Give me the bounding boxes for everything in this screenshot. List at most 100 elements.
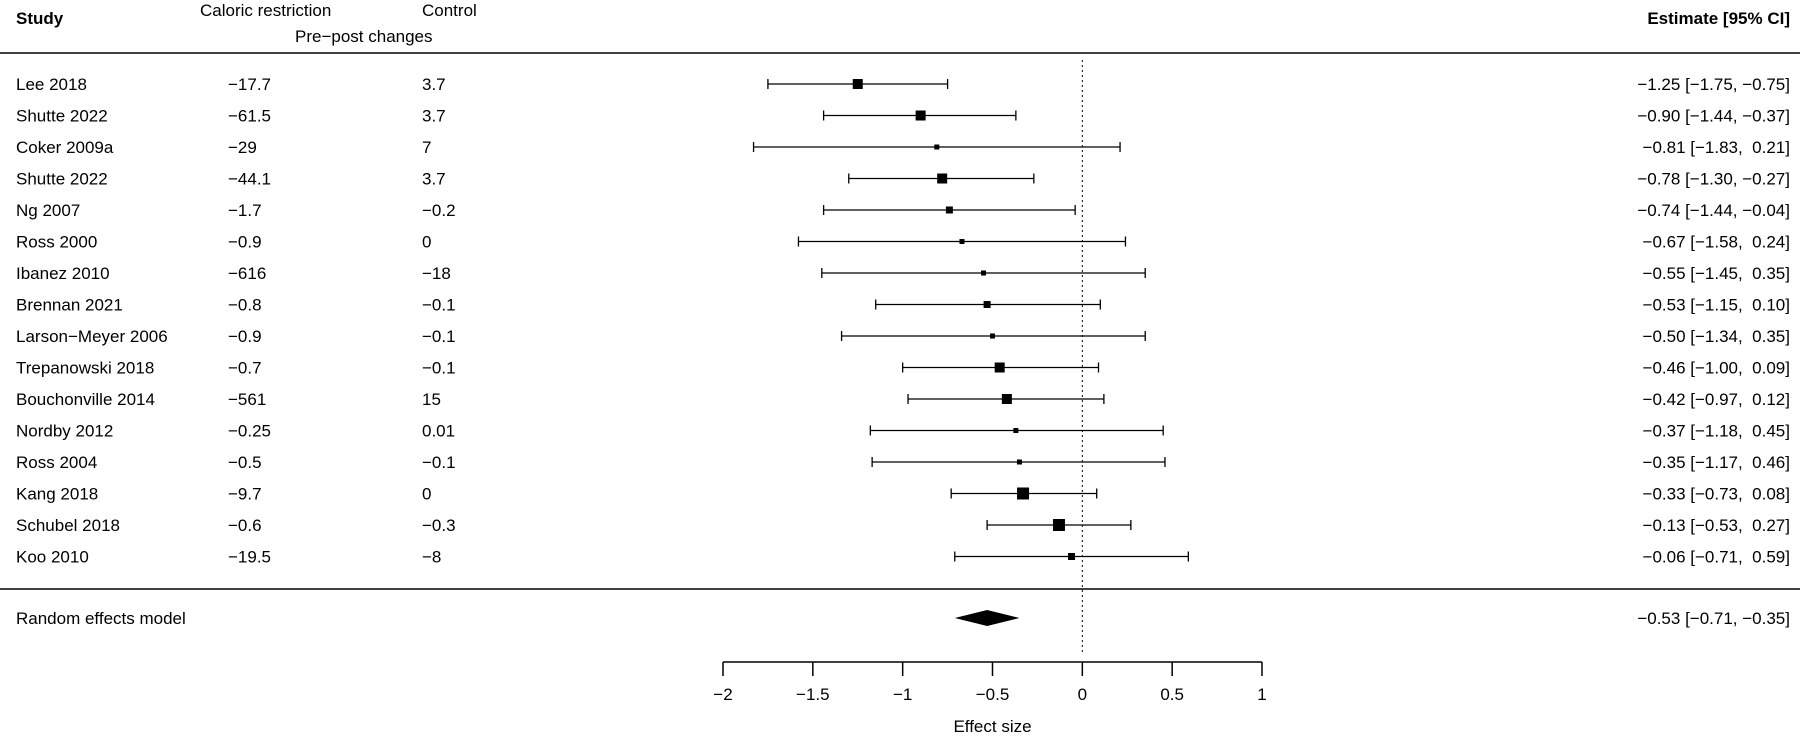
study-name: Ng 2007: [16, 201, 80, 220]
point-estimate-square: [915, 110, 926, 121]
estimate-label: −0.53 [−1.15, 0.10]: [1643, 296, 1790, 315]
control-value: 0: [422, 485, 431, 504]
caloric-restriction-value: −0.25: [228, 422, 271, 441]
study-name: Larson−Meyer 2006: [16, 327, 168, 346]
caloric-restriction-value: −19.5: [228, 548, 271, 567]
caloric-restriction-value: −0.5: [228, 453, 262, 472]
study-name: Schubel 2018: [16, 516, 120, 535]
point-estimate-square: [1016, 459, 1022, 465]
control-value: −8: [422, 548, 441, 567]
caloric-restriction-value: −616: [228, 264, 266, 283]
point-estimate-square: [1052, 519, 1065, 531]
study-name: Trepanowski 2018: [16, 359, 154, 378]
study-name: Ross 2000: [16, 233, 97, 252]
point-estimate-square: [981, 270, 987, 276]
control-value: −18: [422, 264, 451, 283]
study-name: Nordby 2012: [16, 422, 113, 441]
estimate-label: −0.06 [−0.71, 0.59]: [1643, 548, 1790, 567]
study-name: Brennan 2021: [16, 296, 123, 315]
point-estimate-square: [1068, 553, 1076, 560]
estimate-label: −0.35 [−1.17, 0.46]: [1643, 453, 1790, 472]
header-control: Control: [422, 1, 477, 20]
caloric-restriction-value: −0.9: [228, 327, 262, 346]
estimate-label: −0.55 [−1.45, 0.35]: [1643, 264, 1790, 283]
point-estimate-square: [983, 301, 991, 308]
control-value: 0: [422, 233, 431, 252]
control-value: −0.1: [422, 359, 456, 378]
estimate-label: −0.42 [−0.97, 0.12]: [1643, 390, 1790, 409]
point-estimate-square: [1001, 394, 1012, 404]
point-estimate-square: [934, 144, 940, 150]
control-value: −0.2: [422, 201, 456, 220]
estimate-label: −0.37 [−1.18, 0.45]: [1643, 422, 1790, 441]
pooled-estimate-label: −0.53 [−0.71, −0.35]: [1637, 609, 1790, 628]
study-name: Shutte 2022: [16, 170, 108, 189]
x-tick-label: −2: [713, 685, 732, 704]
control-value: 15: [422, 390, 441, 409]
caloric-restriction-value: −9.7: [228, 485, 262, 504]
control-value: −0.1: [422, 327, 456, 346]
estimate-label: −0.81 [−1.83, 0.21]: [1643, 138, 1790, 157]
caloric-restriction-value: −29: [228, 138, 257, 157]
header-pre-post-changes: Pre−post changes: [295, 27, 433, 46]
estimate-label: −0.74 [−1.44, −0.04]: [1637, 201, 1790, 220]
x-tick-label: −0.5: [976, 685, 1010, 704]
point-estimate-square: [945, 206, 953, 214]
control-value: 3.7: [422, 170, 446, 189]
study-name: Ross 2004: [16, 453, 97, 472]
control-value: −0.1: [422, 453, 456, 472]
study-name: Koo 2010: [16, 548, 89, 567]
estimate-label: −0.90 [−1.44, −0.37]: [1637, 107, 1790, 126]
point-estimate-square: [1017, 487, 1030, 500]
control-value: −0.3: [422, 516, 456, 535]
estimate-label: −0.13 [−0.53, 0.27]: [1643, 516, 1790, 535]
estimate-label: −1.25 [−1.75, −0.75]: [1637, 75, 1790, 94]
x-axis-label: Effect size: [953, 717, 1031, 736]
estimate-label: −0.78 [−1.30, −0.27]: [1637, 170, 1790, 189]
study-rows: Lee 2018 −17.7 3.7 −1.25 [−1.75, −0.75] Shut…: [16, 75, 1790, 567]
study-name: Shutte 2022: [16, 107, 108, 126]
point-estimate-square: [937, 173, 948, 184]
pooled-row: Random effects model −0.53 [−0.71, −0.35…: [16, 609, 1790, 628]
x-tick-label: 1: [1257, 685, 1266, 704]
caloric-restriction-value: −0.6: [228, 516, 262, 535]
study-name: Lee 2018: [16, 75, 87, 94]
caloric-restriction-value: −0.9: [228, 233, 262, 252]
x-tick-label: 0.5: [1160, 685, 1184, 704]
header-study: Study: [16, 9, 64, 28]
pooled-diamond: [954, 610, 1020, 626]
estimate-label: −0.50 [−1.34, 0.35]: [1643, 327, 1790, 346]
caloric-restriction-value: −1.7: [228, 201, 262, 220]
caloric-restriction-value: −44.1: [228, 170, 271, 189]
study-name: Bouchonville 2014: [16, 390, 155, 409]
caloric-restriction-value: −0.7: [228, 359, 262, 378]
caloric-restriction-value: −17.7: [228, 75, 271, 94]
x-tick-label: −1: [893, 685, 912, 704]
estimate-label: −0.67 [−1.58, 0.24]: [1643, 233, 1790, 252]
study-name: Kang 2018: [16, 485, 98, 504]
study-name: Coker 2009a: [16, 138, 114, 157]
point-estimate-square: [1013, 428, 1019, 433]
control-value: 3.7: [422, 75, 446, 94]
caloric-restriction-value: −561: [228, 390, 266, 409]
point-estimate-square: [990, 333, 995, 339]
control-value: 3.7: [422, 107, 446, 126]
control-value: 0.01: [422, 422, 455, 441]
x-tick-label: −1.5: [796, 685, 830, 704]
point-estimate-square: [852, 79, 863, 89]
caloric-restriction-value: −0.8: [228, 296, 262, 315]
control-value: 7: [422, 138, 431, 157]
pooled-label: Random effects model: [16, 609, 186, 628]
estimate-label: −0.33 [−0.73, 0.08]: [1643, 485, 1790, 504]
caloric-restriction-value: −61.5: [228, 107, 271, 126]
point-estimate-square: [959, 239, 965, 244]
header-caloric-restriction: Caloric restriction: [200, 1, 331, 20]
control-value: −0.1: [422, 296, 456, 315]
point-estimate-square: [994, 362, 1005, 373]
study-name: Ibanez 2010: [16, 264, 110, 283]
x-axis: −2 −1.5 −1 −0.5 0 0.5 1: [713, 661, 1267, 704]
estimate-label: −0.46 [−1.00, 0.09]: [1643, 359, 1790, 378]
header-estimate: Estimate [95% CI]: [1647, 9, 1790, 28]
x-tick-label: 0: [1078, 685, 1087, 704]
